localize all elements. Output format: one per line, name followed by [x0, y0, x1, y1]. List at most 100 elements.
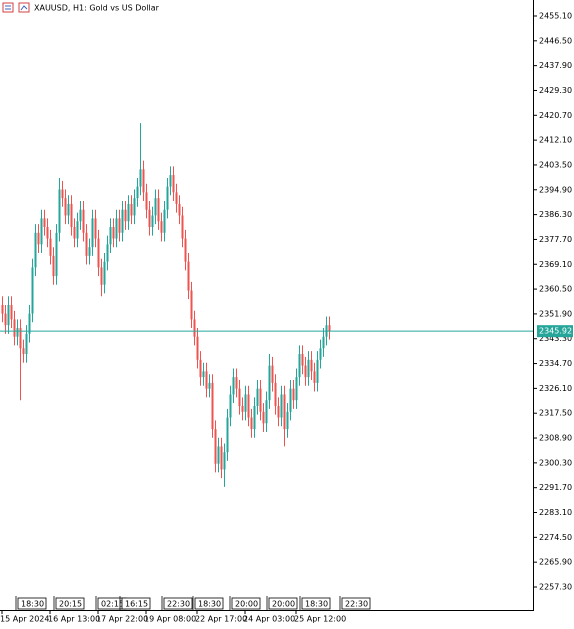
time-marker-label: 02:15 — [101, 600, 124, 609]
candle-body — [280, 394, 283, 418]
candle-body — [97, 238, 100, 268]
time-marker-box — [121, 597, 151, 610]
y-tick-label: 2377.70 — [539, 235, 572, 244]
candle-body — [28, 313, 31, 334]
candle-body — [250, 417, 253, 430]
time-marker-box — [301, 597, 331, 610]
y-tick-label: 2412.10 — [539, 136, 572, 145]
candle-body — [259, 388, 262, 412]
candle-body — [100, 267, 103, 285]
candle-body — [241, 405, 244, 412]
candle-body — [172, 175, 175, 193]
candle-body — [10, 304, 13, 320]
time-marker-box — [55, 597, 85, 610]
x-tick-label: 17 Apr 22:00 — [96, 615, 148, 624]
time-marker-label: 20:00 — [235, 600, 258, 609]
candle-body — [232, 377, 235, 395]
time-marker-box — [17, 597, 47, 610]
candle-body — [13, 319, 16, 337]
candle-body — [175, 192, 178, 204]
candle-body — [133, 198, 136, 216]
candle-body — [286, 411, 289, 430]
candle-body — [139, 169, 142, 187]
candle-body — [253, 405, 256, 430]
candle-body — [181, 215, 184, 239]
candle-body — [163, 209, 166, 233]
candle-body — [109, 227, 112, 245]
candle-body — [16, 328, 19, 337]
candle-body — [34, 232, 37, 268]
y-tick-label: 2317.50 — [539, 409, 572, 418]
candle-body — [277, 405, 280, 418]
candle-body — [55, 232, 58, 277]
candle-body — [190, 290, 193, 320]
icon — [20, 5, 28, 11]
candle-body — [52, 255, 55, 277]
y-tick-label: 2446.50 — [539, 36, 572, 45]
candle-body — [193, 319, 196, 337]
candle-body — [223, 452, 226, 470]
candle-body — [22, 348, 25, 355]
candle-body — [328, 325, 331, 332]
candle-body — [58, 189, 61, 233]
candle-body — [205, 371, 208, 389]
candle-body — [73, 227, 76, 239]
candle-body — [199, 359, 202, 378]
candle-body — [7, 304, 10, 326]
time-marker-label: 18:30 — [21, 600, 44, 609]
candle-body — [238, 388, 241, 406]
candle-body — [79, 209, 82, 222]
candle-body — [88, 247, 91, 256]
time-marker-label: 16:15 — [125, 600, 148, 609]
candle-body — [268, 365, 271, 401]
y-tick-label: 2300.30 — [539, 458, 572, 467]
time-marker-label: 22:30 — [167, 600, 190, 609]
candle-body — [151, 215, 154, 228]
candle-body — [142, 169, 145, 193]
time-marker-label: 18:30 — [305, 600, 328, 609]
candle-body — [76, 221, 79, 239]
y-tick-label: 2437.90 — [539, 61, 572, 70]
x-tick-label: 24 Apr 03:00 — [243, 615, 295, 624]
candle-body — [43, 218, 46, 228]
candle-body — [310, 359, 313, 372]
y-tick-label: 2274.50 — [539, 533, 572, 542]
time-marker-box — [194, 597, 224, 610]
candle-body — [292, 388, 295, 401]
candle-body — [244, 394, 247, 412]
candle-body — [31, 267, 34, 314]
y-tick-label: 2360.50 — [539, 285, 572, 294]
candle-body — [307, 359, 310, 378]
y-tick-label: 2291.70 — [539, 483, 572, 492]
time-marker-label: 22:30 — [345, 600, 368, 609]
candle-body — [70, 203, 73, 228]
candle-body — [256, 388, 259, 406]
candle-body — [217, 446, 220, 464]
candle-body — [1, 304, 4, 314]
candle-body — [4, 313, 7, 326]
y-tick-label: 2455.10 — [539, 11, 572, 20]
x-tick-label: 22 Apr 17:00 — [195, 615, 247, 624]
candle-body — [235, 377, 238, 389]
y-tick-label: 2369.10 — [539, 260, 572, 269]
candle-body — [82, 209, 85, 233]
candle-body — [220, 446, 223, 470]
candle-body — [298, 354, 301, 378]
candle-body — [148, 209, 151, 228]
last-price-label: 2345.92 — [539, 327, 572, 336]
chart-title: XAUUSD, H1: Gold vs US Dollar — [34, 4, 160, 13]
candle-body — [115, 218, 118, 239]
candle-body — [319, 348, 322, 360]
y-tick-label: 2386.30 — [539, 210, 572, 219]
time-marker-box — [341, 597, 371, 610]
y-tick-label: 2257.30 — [539, 582, 572, 591]
candle-body — [91, 218, 94, 248]
x-tick-label: 19 Apr 08:00 — [144, 615, 196, 624]
candle-body — [295, 377, 298, 401]
candle-body — [112, 227, 115, 239]
icon — [18, 2, 30, 13]
candle-body — [124, 209, 127, 222]
candle-body — [283, 394, 286, 430]
header-icons — [2, 2, 30, 13]
candle-body — [226, 417, 229, 453]
